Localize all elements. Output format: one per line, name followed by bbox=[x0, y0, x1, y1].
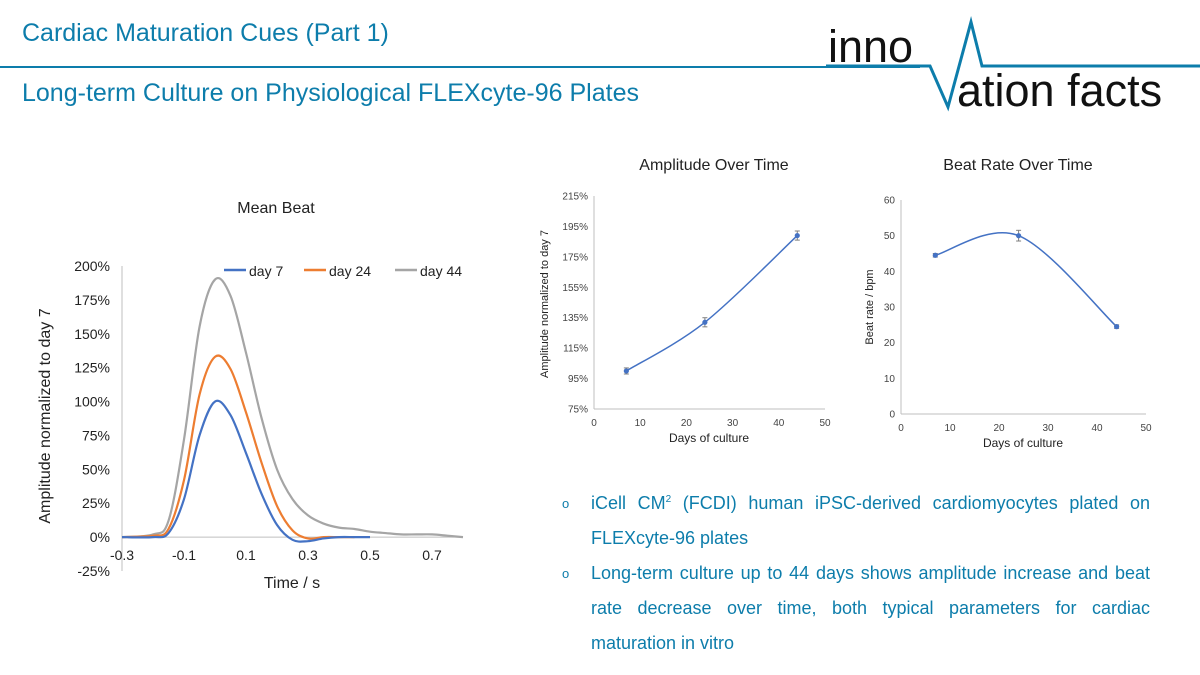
bullet-marker: o bbox=[562, 566, 570, 581]
innovation-facts-logo: inno ation facts bbox=[826, 16, 1200, 114]
chart-title: Amplitude Over Time bbox=[639, 157, 788, 174]
legend-label: day 24 bbox=[329, 263, 371, 279]
x-tick-label: 30 bbox=[1042, 423, 1054, 434]
y-tick-label: -25% bbox=[77, 563, 110, 579]
data-point bbox=[702, 319, 708, 325]
y-tick-label: 20 bbox=[884, 338, 896, 349]
y-tick-label: 0% bbox=[90, 529, 110, 545]
beat-rate-over-time-chart: Beat Rate Over Time Beat rate / bpm Days… bbox=[864, 157, 1152, 450]
series-line-day-44 bbox=[121, 277, 464, 539]
x-tick-label: 40 bbox=[1091, 423, 1103, 434]
x-tick-label: 0.5 bbox=[360, 547, 380, 563]
chart-title: Beat Rate Over Time bbox=[943, 157, 1092, 174]
legend-label: day 44 bbox=[420, 263, 462, 279]
y-tick-label: 215% bbox=[562, 192, 588, 203]
header-rule bbox=[0, 66, 920, 68]
y-axis-label: Amplitude normalized to day 7 bbox=[37, 308, 54, 523]
x-tick-label: 20 bbox=[993, 423, 1005, 434]
y-tick-label: 50% bbox=[82, 461, 110, 477]
x-axis-label: Days of culture bbox=[983, 436, 1063, 450]
y-tick-label: 95% bbox=[568, 374, 588, 385]
y-tick-label: 30 bbox=[884, 303, 896, 314]
data-point bbox=[932, 252, 938, 258]
y-tick-label: 125% bbox=[74, 360, 110, 376]
x-tick-label: 10 bbox=[635, 418, 647, 429]
data-point bbox=[794, 232, 800, 239]
y-tick-label: 75% bbox=[568, 405, 588, 416]
series-line-day-24 bbox=[121, 354, 355, 540]
x-tick-label: 40 bbox=[773, 418, 785, 429]
data-point bbox=[1114, 324, 1120, 330]
x-tick-label: 10 bbox=[944, 423, 956, 434]
bullet-marker: o bbox=[562, 496, 570, 511]
y-tick-label: 175% bbox=[562, 252, 588, 263]
y-tick-label: 115% bbox=[563, 344, 588, 355]
x-tick-label: -0.3 bbox=[110, 547, 134, 563]
logo-v-mark bbox=[826, 16, 1200, 112]
y-tick-label: 75% bbox=[82, 427, 110, 443]
amplitude-over-time-chart: Amplitude Over Time Amplitude normalized… bbox=[539, 157, 831, 445]
x-axis-label: Time / s bbox=[264, 575, 320, 592]
y-axis-label: Amplitude normalized to day 7 bbox=[539, 230, 551, 378]
data-point bbox=[623, 368, 629, 374]
y-tick-label: 155% bbox=[562, 283, 588, 294]
x-tick-label: 0 bbox=[591, 418, 597, 429]
page-subtitle: Long-term Culture on Physiological FLEXc… bbox=[22, 79, 639, 107]
data-point bbox=[1016, 233, 1022, 239]
trend-line bbox=[935, 232, 1118, 328]
x-tick-label: 50 bbox=[819, 418, 831, 429]
y-tick-label: 10 bbox=[884, 374, 896, 385]
page-title: Cardiac Maturation Cues (Part 1) bbox=[22, 19, 389, 47]
x-axis-label: Days of culture bbox=[669, 431, 749, 445]
y-tick-label: 175% bbox=[74, 292, 110, 308]
y-tick-label: 0 bbox=[889, 410, 895, 421]
trend-line bbox=[625, 235, 798, 372]
y-tick-label: 150% bbox=[74, 326, 110, 342]
mean-beat-chart: Mean Beat Amplitude normalized to day 7 … bbox=[37, 200, 464, 592]
y-tick-label: 25% bbox=[82, 495, 110, 511]
x-tick-label: 0.7 bbox=[422, 547, 442, 563]
bullet-text: iCell CM2 (FCDI) human iPSC-derived card… bbox=[591, 493, 1150, 548]
x-tick-label: 0.1 bbox=[236, 547, 256, 563]
chart-title: Mean Beat bbox=[237, 200, 315, 217]
x-tick-label: -0.1 bbox=[172, 547, 196, 563]
x-tick-label: 20 bbox=[681, 418, 693, 429]
y-tick-label: 200% bbox=[74, 258, 110, 274]
logo-word-ation-facts: ation facts bbox=[957, 65, 1162, 114]
series-line-day-7 bbox=[121, 399, 370, 543]
x-tick-label: 0.3 bbox=[298, 547, 318, 563]
x-tick-label: 0 bbox=[898, 423, 904, 434]
bullet-text: Long-term culture up to 44 days shows am… bbox=[591, 563, 1150, 653]
bullet-item: o iCell CM2 (FCDI) human iPSC-derived ca… bbox=[562, 486, 1150, 556]
x-tick-label: 30 bbox=[727, 418, 739, 429]
bullet-list: o iCell CM2 (FCDI) human iPSC-derived ca… bbox=[562, 486, 1150, 661]
y-tick-label: 195% bbox=[562, 222, 588, 233]
y-tick-label: 100% bbox=[74, 394, 110, 410]
logo-word-inno: inno bbox=[828, 21, 913, 72]
legend-label: day 7 bbox=[249, 263, 283, 279]
y-tick-label: 60 bbox=[884, 196, 896, 207]
bullet-item: o Long-term culture up to 44 days shows … bbox=[562, 556, 1150, 661]
y-axis-label: Beat rate / bpm bbox=[864, 269, 876, 344]
x-tick-label: 50 bbox=[1140, 423, 1152, 434]
y-tick-label: 50 bbox=[884, 231, 896, 242]
y-tick-label: 135% bbox=[562, 313, 588, 324]
y-tick-label: 40 bbox=[884, 267, 896, 278]
